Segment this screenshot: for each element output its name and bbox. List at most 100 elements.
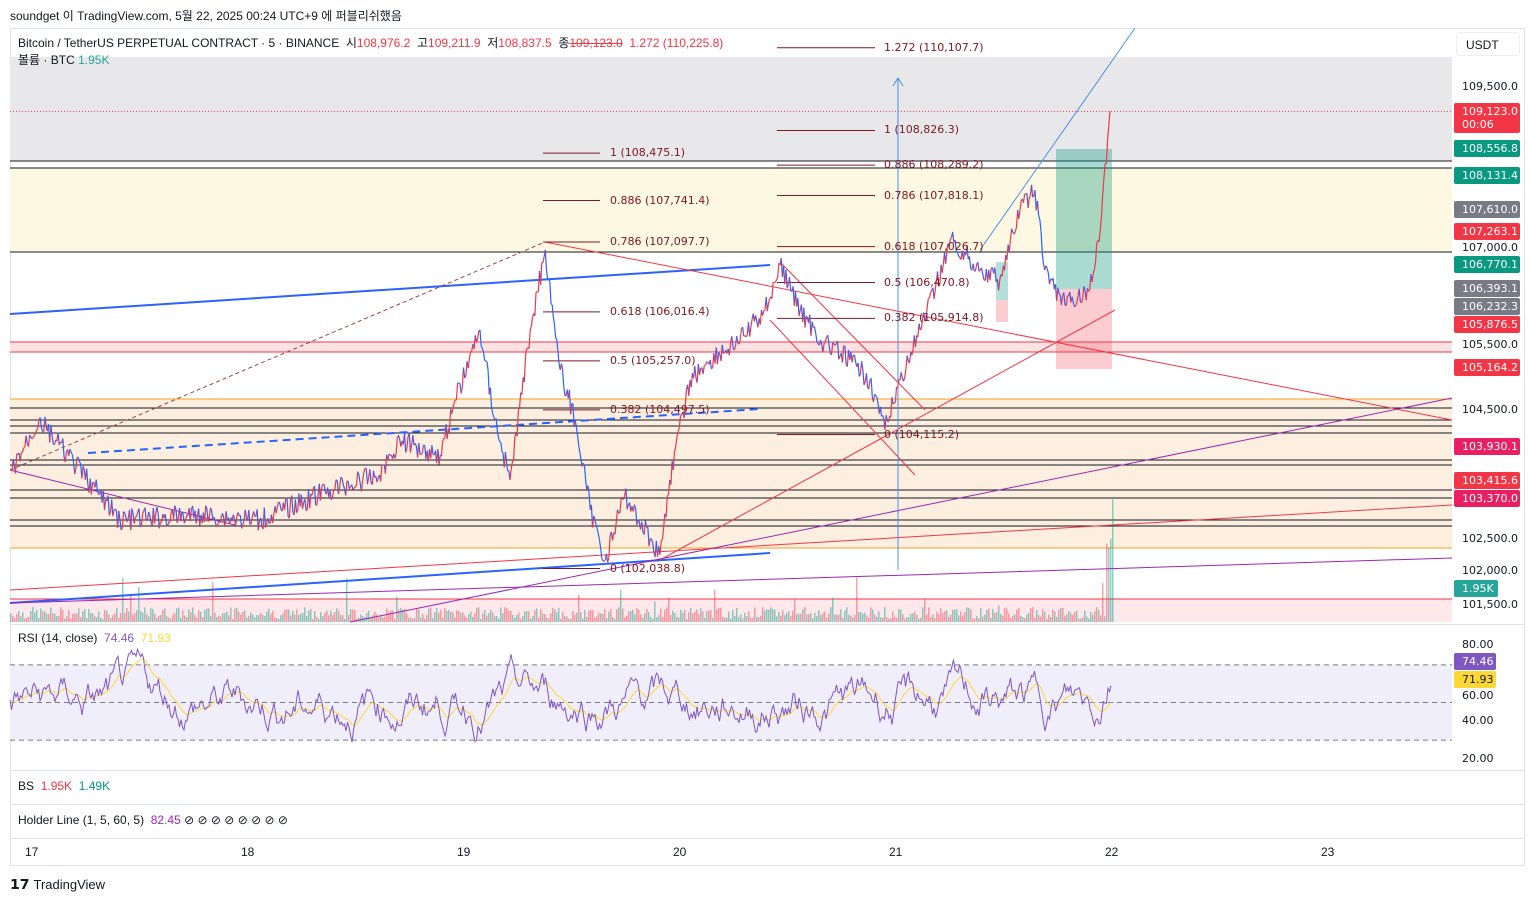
volume-bar [974,618,976,622]
volume-bar [956,609,958,622]
symbol-title[interactable]: Bitcoin / TetherUS PERPETUAL CONTRACT · … [18,36,340,50]
open-label: 시 [345,36,357,50]
price-line-segment [810,321,813,336]
price-line-segment [615,509,619,523]
price-line-segment [412,434,415,446]
pane-divider[interactable] [10,838,1525,839]
price-line-segment [512,438,516,460]
long-position-loss [996,300,1008,322]
price-line-segment [690,373,693,388]
currency-button[interactable]: USDT [1456,32,1520,56]
volume-bar [1082,617,1084,622]
price-line-segment [568,389,572,415]
price-line-segment [798,309,801,316]
volume-bar [160,615,162,622]
pane-divider[interactable] [10,624,1525,625]
price-line-segment [499,441,502,443]
price-line-segment [70,452,73,456]
volume-bar [200,611,202,622]
volume-bar [898,608,900,622]
volume-bar [252,614,254,622]
volume-bar [634,614,636,622]
price-line-segment [648,538,651,547]
volume-bar [734,615,736,622]
price-line-segment [1030,184,1034,198]
volume-bar [30,610,32,622]
rsi-ma-tag: 71.93 [1454,671,1496,688]
trend-line [9,552,771,604]
volume-bar [444,607,446,622]
fib-label: 0.886 (108,289.2) [884,158,984,172]
price-line-segment [614,522,617,535]
volume-bar [920,617,922,622]
trend-line [9,504,1453,591]
volume-bar [312,618,314,622]
symbol-legend: Bitcoin / TetherUS PERPETUAL CONTRACT · … [18,34,723,51]
volume-bar [750,617,752,622]
volume-bar [1100,615,1102,622]
pane-divider[interactable] [10,770,1525,771]
price-line-segment [1009,228,1013,240]
volume-bar [1024,618,1026,622]
volume-bar [638,609,640,622]
pane-divider[interactable] [10,804,1525,805]
volume-bar [386,608,388,622]
volume-bar [124,613,126,622]
volume-bar [346,578,348,622]
price-line-segment [663,513,666,528]
volume-bar [204,609,206,622]
fib-label: 0.5 (105,257.0) [610,353,696,367]
price-line-segment [874,393,877,397]
volume-bar [218,616,220,622]
price-line-segment [570,403,573,415]
volume-bar [304,607,306,622]
date-tick: 23 [1321,845,1335,859]
price-line-segment [853,355,857,363]
volume-bar [382,617,384,622]
volume-bar [666,607,668,622]
arrow-head-icon [892,77,904,87]
price-line-segment [920,319,924,329]
volume-bar [254,617,256,622]
price-line-segment [95,479,98,491]
price-line-segment [939,264,942,285]
price-line-segment [340,476,343,479]
price-line-segment [602,560,605,562]
price-line-segment [50,424,53,437]
fib-label: 0.786 (107,097.7) [610,235,710,249]
price-line-segment [572,403,575,426]
volume-bar [1054,611,1056,622]
price-line-segment [57,432,60,446]
price-line-segment [956,252,960,257]
price-line-segment [528,329,531,349]
price-line-segment [388,453,391,456]
volume-bar [808,613,810,622]
price-line-segment [635,508,638,525]
fib-label: 0 (104,115.2) [884,427,960,441]
volume-bar [972,618,974,622]
volume-bar [152,609,154,622]
price-line-segment [750,319,753,328]
volume-bar [520,618,522,622]
volume-bar [700,608,702,622]
price-line-segment [710,366,714,370]
volume-bar [900,609,902,622]
volume-bar [538,617,540,622]
volume-bar [1022,617,1024,622]
trend-line [349,397,1453,623]
volume-bar [314,611,316,622]
volume-bar [576,612,578,622]
volume-bar [732,609,734,622]
volume-bar [1042,609,1044,622]
volume-bar [624,617,626,622]
price-line-segment [405,447,408,453]
tradingview-logo[interactable]: 𝟭𝟳 TradingView [10,876,105,893]
volume-bar [140,610,142,622]
volume-bar [240,614,242,622]
price-line-segment [169,511,172,523]
bs-value-1: 1.95K [40,779,73,793]
price-line-segment [917,323,920,338]
rsi-line [9,647,1112,743]
volume-bar [622,608,624,622]
